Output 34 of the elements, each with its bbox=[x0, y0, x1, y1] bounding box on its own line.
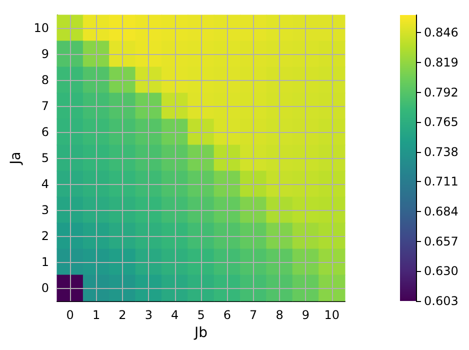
y-tick-label: 8 bbox=[41, 73, 49, 87]
color-bar-label: 0.765 bbox=[424, 115, 458, 130]
color-bar-label: 0.657 bbox=[424, 234, 458, 248]
color-bar-label: 0.630 bbox=[424, 264, 458, 278]
y-axis-title: Ja bbox=[8, 152, 24, 166]
y-tick-label: 2 bbox=[41, 229, 49, 243]
x-tick-label: 1 bbox=[92, 308, 100, 322]
color-bar-label: 0.684 bbox=[424, 204, 458, 219]
color-bar-label: 0.792 bbox=[424, 85, 458, 100]
x-tick-label: 2 bbox=[118, 308, 126, 322]
x-tick-label: 3 bbox=[144, 308, 152, 322]
color-bar-label: 0.819 bbox=[424, 55, 458, 70]
x-axis-title: Jb bbox=[193, 324, 208, 341]
x-tick-label: 8 bbox=[276, 308, 284, 322]
x-tick-label: 4 bbox=[171, 308, 179, 322]
y-tick-label: 1 bbox=[41, 255, 49, 269]
y-tick-label: 3 bbox=[41, 203, 49, 217]
color-bar-label: 0.846 bbox=[424, 26, 458, 40]
x-tick-label: 6 bbox=[223, 308, 231, 322]
x-tick-label: 5 bbox=[197, 308, 205, 322]
x-tick-label: 9 bbox=[302, 308, 310, 322]
x-tick-label: 10 bbox=[324, 308, 340, 322]
y-tick-label: 7 bbox=[41, 99, 49, 113]
y-tick-label: 9 bbox=[41, 47, 49, 61]
color-bar-label: 0.603 bbox=[424, 294, 458, 308]
y-tick-label: 0 bbox=[41, 281, 49, 295]
y-tick-label: 6 bbox=[41, 125, 49, 139]
y-tick-label: 4 bbox=[41, 177, 49, 191]
x-tick-label: 0 bbox=[66, 308, 74, 322]
color-bar-label: 0.711 bbox=[424, 174, 458, 189]
x-tick-label: 7 bbox=[250, 308, 258, 322]
y-tick-label: 10 bbox=[34, 21, 49, 35]
color-bar-label: 0.738 bbox=[424, 144, 458, 159]
y-tick-label: 5 bbox=[41, 151, 49, 165]
